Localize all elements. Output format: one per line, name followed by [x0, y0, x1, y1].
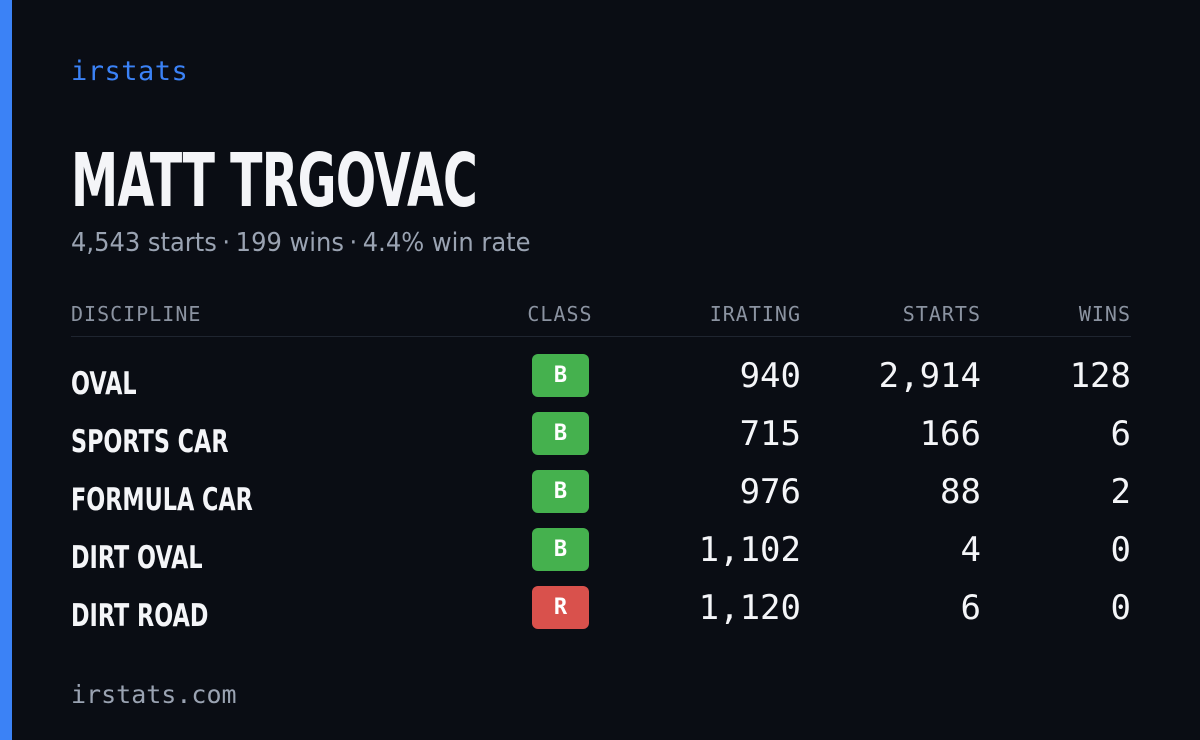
wins-summary: 199 wins: [235, 228, 344, 258]
class-badge: B: [532, 412, 589, 455]
irating-value: 715: [739, 414, 801, 454]
wins-value: 0: [1110, 530, 1131, 570]
table-header: DISCIPLINE CLASS IRATING STARTS WINS: [71, 296, 1131, 337]
site-url: irstats.com: [71, 680, 237, 709]
table-row: FORMULA CAR B 976 88 2: [71, 470, 1131, 528]
class-badge: B: [532, 354, 589, 397]
irating-value: 940: [739, 356, 801, 396]
wins-value: 2: [1110, 472, 1131, 512]
discipline-stats-table: DISCIPLINE CLASS IRATING STARTS WINS OVA…: [71, 296, 1131, 644]
irating-value: 976: [739, 472, 801, 512]
header-irating: IRATING: [709, 302, 801, 326]
wins-value: 128: [1069, 356, 1131, 396]
table-body: OVAL B 940 2,914 128 SPORTS CAR B 715 16…: [71, 337, 1131, 644]
starts-summary: 4,543 starts: [71, 228, 217, 258]
discipline-name: DIRT OVAL: [71, 540, 203, 576]
wins-value: 6: [1110, 414, 1131, 454]
discipline-name: SPORTS CAR: [71, 424, 229, 460]
table-row: SPORTS CAR B 715 166 6: [71, 412, 1131, 470]
header-discipline: DISCIPLINE: [71, 302, 202, 326]
class-badge: B: [532, 528, 589, 571]
wins-value: 0: [1110, 588, 1131, 628]
irating-value: 1,102: [698, 530, 801, 570]
class-badge: B: [532, 470, 589, 513]
class-badge: R: [532, 586, 589, 629]
table-row: DIRT ROAD R 1,120 6 0: [71, 586, 1131, 644]
summary-separator: ·: [222, 228, 231, 258]
header-class: CLASS: [527, 302, 593, 326]
discipline-name: DIRT ROAD: [71, 598, 209, 634]
header-starts: STARTS: [902, 302, 981, 326]
starts-value: 88: [940, 472, 981, 512]
header-wins: WINS: [1078, 302, 1131, 326]
starts-value: 6: [960, 588, 981, 628]
summary-separator: ·: [349, 228, 358, 258]
starts-value: 166: [919, 414, 981, 454]
discipline-name: FORMULA CAR: [71, 482, 253, 518]
win-rate-summary: 4.4% win rate: [362, 228, 531, 258]
driver-name: MATT TRGOVAC: [71, 138, 478, 224]
starts-value: 2,914: [878, 356, 981, 396]
table-row: DIRT OVAL B 1,102 4 0: [71, 528, 1131, 586]
brand-logo: irstats: [71, 56, 189, 87]
discipline-name: OVAL: [71, 366, 137, 402]
driver-summary: 4,543 starts · 199 wins · 4.4% win rate: [71, 228, 531, 258]
accent-bar: [0, 0, 12, 740]
starts-value: 4: [960, 530, 981, 570]
table-row: OVAL B 940 2,914 128: [71, 354, 1131, 412]
irating-value: 1,120: [698, 588, 801, 628]
